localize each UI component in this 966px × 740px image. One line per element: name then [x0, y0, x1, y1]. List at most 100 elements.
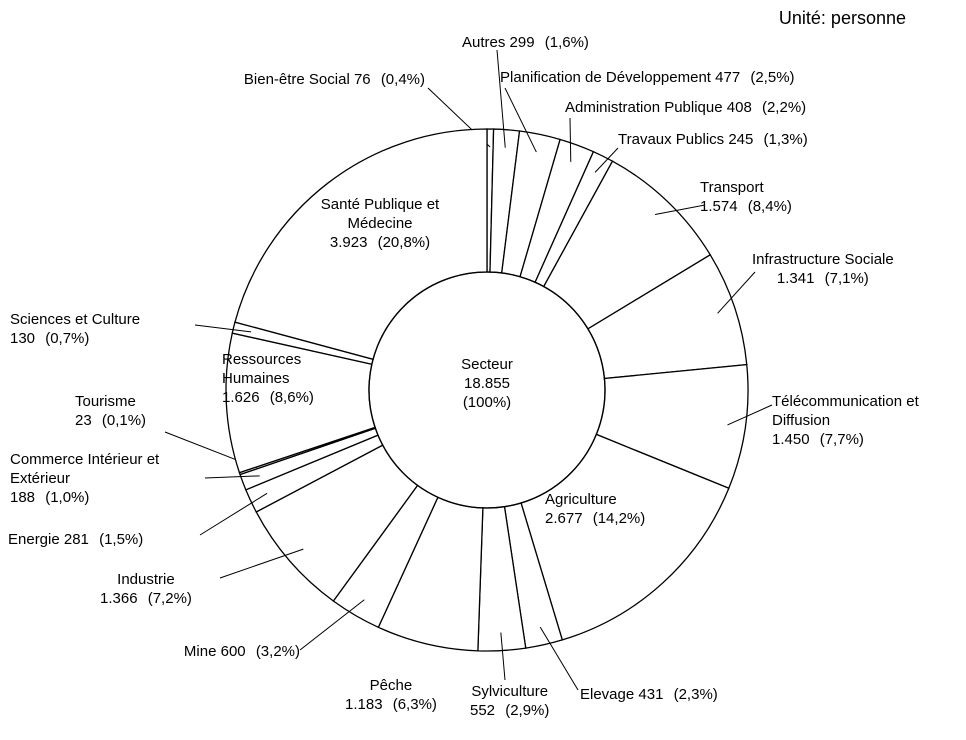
- slice-label: Télécommunication et Diffusion 1.450 (7,7…: [772, 392, 966, 449]
- category-name: Mine: [183, 643, 217, 660]
- slice-label: Ressources Humaines 1.626 (8,6%): [222, 350, 337, 407]
- category-name: Elevage: [580, 686, 635, 703]
- slice-label: Administration Publique 408 (2,2%): [565, 98, 806, 117]
- percent-label: (1,3%): [763, 131, 808, 148]
- value-label: 477: [715, 69, 741, 86]
- slice-label: Planification de Développement 477 (2,5%…: [500, 68, 795, 87]
- value-label: 408: [726, 99, 752, 116]
- leader-line: [504, 87, 537, 153]
- leader-line: [194, 324, 252, 333]
- value-label: 130: [10, 330, 36, 347]
- percent-label: (6,3%): [392, 696, 437, 713]
- percent-label: (2,9%): [505, 702, 550, 719]
- leader-line: [199, 492, 268, 536]
- value-label: 1.183: [345, 696, 383, 713]
- leader-line: [727, 404, 773, 426]
- slice-label: Commerce Intérieur et Extérieur 188 (1,0%…: [10, 450, 185, 507]
- center-percent: (100%): [462, 394, 512, 411]
- percent-label: (0,7%): [45, 330, 90, 347]
- category-name: Tourisme: [75, 393, 136, 410]
- unit-label: Unité: personne: [778, 8, 906, 28]
- value-label: 1.450: [772, 431, 810, 448]
- category-name: Télécommunication et Diffusion: [772, 393, 919, 429]
- category-name: Commerce Intérieur et Extérieur: [10, 451, 160, 487]
- leader-line: [717, 271, 756, 314]
- center-total: 18.855: [464, 375, 510, 392]
- percent-label: (1,0%): [45, 489, 90, 506]
- leader-line: [496, 49, 506, 148]
- slice-label: Sciences et Culture 130 (0,7%): [10, 310, 140, 348]
- value-label: 552: [470, 702, 496, 719]
- category-name: Energie: [8, 531, 60, 548]
- leader-line: [500, 632, 506, 681]
- value-label: 600: [220, 643, 246, 660]
- value-label: 23: [75, 412, 92, 429]
- leader-line: [569, 117, 572, 162]
- category-name: Bien-être Social: [243, 71, 350, 88]
- percent-label: (8,6%): [269, 389, 314, 406]
- percent-label: (7,1%): [824, 270, 869, 287]
- category-name: Infrastructure Sociale: [752, 251, 894, 268]
- value-label: 245: [728, 131, 754, 148]
- slice-label: Santé Publique et Médecine 3.923 (20,8%): [300, 195, 460, 252]
- category-name: Sylviculture: [471, 683, 549, 700]
- category-name: Pêche: [369, 677, 413, 694]
- value-label: 431: [638, 686, 664, 703]
- slice-label: Industrie 1.366 (7,2%): [100, 570, 192, 608]
- slice-label: Elevage 431 (2,3%): [580, 685, 718, 704]
- percent-label: (1,6%): [544, 34, 589, 51]
- percent-label: (20,8%): [377, 234, 431, 251]
- slice-label: Pêche 1.183 (6,3%): [345, 676, 437, 714]
- value-label: 1.626: [222, 389, 260, 406]
- leader-line: [594, 147, 619, 173]
- slice-label: Agriculture 2.677 (14,2%): [545, 490, 645, 528]
- percent-label: (1,5%): [99, 531, 144, 548]
- percent-label: (7,7%): [819, 431, 864, 448]
- center-label: Secteur: [461, 356, 513, 373]
- percent-label: (8,4%): [747, 198, 792, 215]
- percent-label: (2,3%): [673, 686, 718, 703]
- leader-line: [299, 599, 365, 651]
- percent-label: (7,2%): [147, 590, 192, 607]
- center-total-mark: [368, 271, 606, 509]
- percent-label: (0,4%): [380, 71, 425, 88]
- category-name: Agriculture: [545, 491, 617, 508]
- value-label: 281: [63, 531, 89, 548]
- category-name: Transport: [700, 179, 764, 196]
- percent-label: (2,2%): [761, 99, 807, 116]
- category-name: Autres: [462, 34, 506, 51]
- slice-label: Mine 600 (3,2%): [184, 642, 300, 661]
- value-label: 299: [509, 34, 535, 51]
- category-name: Santé Publique et Médecine: [320, 196, 440, 232]
- leader-line: [204, 475, 260, 479]
- leader-line: [219, 548, 304, 579]
- value-label: 76: [353, 71, 371, 88]
- percent-label: (2,5%): [750, 69, 795, 86]
- slice-label: Infrastructure Sociale 1.341 (7,1%): [752, 250, 894, 288]
- value-label: 1.366: [100, 590, 138, 607]
- category-name: Sciences et Culture: [10, 311, 141, 328]
- slice-label: Energie 281 (1,5%): [8, 530, 143, 549]
- slice-label: Transport 1.574 (8,4%): [700, 178, 792, 216]
- category-name: Planification de Développement: [500, 69, 711, 86]
- value-label: 1.574: [700, 198, 738, 215]
- category-name: Industrie: [117, 571, 175, 588]
- slice-label: Travaux Publics 245 (1,3%): [618, 130, 808, 149]
- percent-label: (3,2%): [255, 643, 300, 660]
- slice-label: Autres 299 (1,6%): [462, 33, 589, 52]
- value-label: 188: [10, 489, 36, 506]
- percent-label: (0,1%): [101, 412, 147, 429]
- leader-line: [655, 204, 706, 216]
- category-name: Travaux Publics: [618, 131, 725, 148]
- category-name: Administration Publique: [565, 99, 723, 116]
- category-name: Ressources Humaines: [222, 351, 302, 387]
- value-label: 1.341: [776, 270, 815, 287]
- value-label: 2.677: [545, 510, 583, 527]
- slice-label: Tourisme 23 (0,1%): [75, 392, 146, 430]
- slice-label: Bien-être Social 76 (0,4%): [244, 70, 425, 89]
- percent-label: (14,2%): [592, 510, 646, 527]
- leader-line: [539, 626, 579, 691]
- slice-label: Sylviculture 552 (2,9%): [470, 682, 549, 720]
